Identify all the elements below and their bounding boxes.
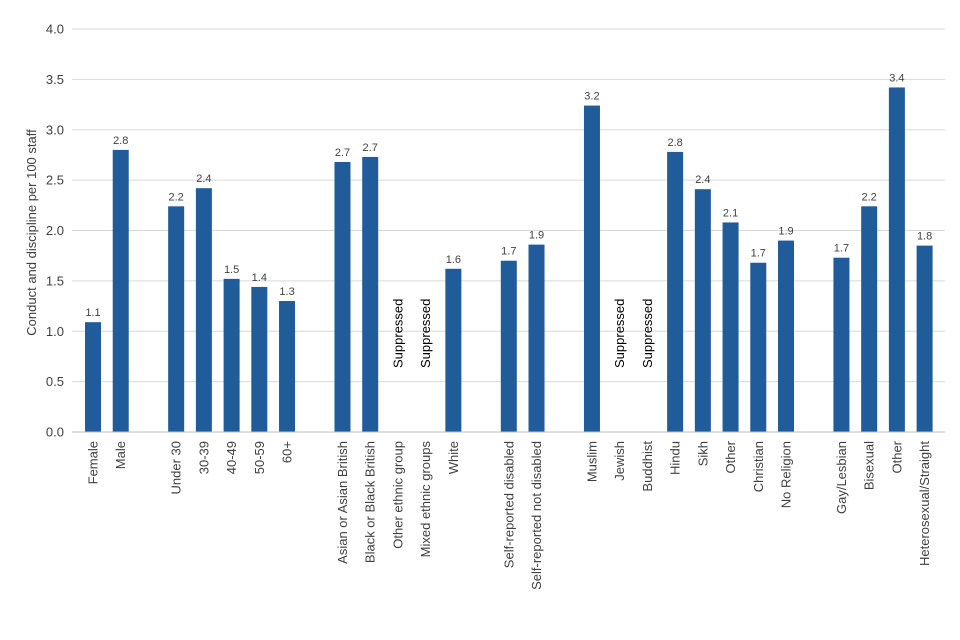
bar <box>500 260 517 432</box>
x-tick-label: Muslim <box>584 441 599 482</box>
x-tick-label: Asian or Asian British <box>335 441 350 564</box>
x-tick-label: Other ethnic group <box>390 441 405 549</box>
bar <box>223 278 240 432</box>
bar <box>861 206 878 432</box>
data-label: 1.3 <box>279 286 294 298</box>
bar <box>888 87 905 432</box>
y-tick-label: 3.0 <box>46 122 64 137</box>
x-tick-label: Self-reported disabled <box>501 441 516 568</box>
x-tick-label: Buddhist <box>640 441 655 492</box>
y-tick-label: 0.5 <box>46 374 64 389</box>
data-label: 1.6 <box>446 254 461 266</box>
y-tick-label: 3.5 <box>46 72 64 87</box>
bars <box>85 87 933 433</box>
data-label: 3.4 <box>889 72 904 84</box>
bar <box>334 161 351 433</box>
bar <box>667 151 684 433</box>
x-tick-label: 40-49 <box>224 441 239 474</box>
bar <box>916 245 933 432</box>
y-tick-label: 0.0 <box>46 425 64 440</box>
bar <box>195 188 212 432</box>
suppressed-label: Suppressed <box>612 299 627 368</box>
bar <box>778 240 794 432</box>
bar <box>362 156 379 432</box>
data-label: 1.9 <box>529 230 544 242</box>
data-label: 1.5 <box>224 264 239 276</box>
data-labels: 1.1 2.8 2.2 2.4 1.5 1.4 1.3 2.7 2.7 Suppressed Sup… <box>85 72 932 368</box>
data-label: 1.9 <box>778 226 793 238</box>
x-tick-label: Female <box>86 441 101 484</box>
data-label: 1.7 <box>501 246 516 258</box>
bar <box>583 105 600 432</box>
x-tick-label: 30-39 <box>196 441 211 474</box>
x-tick-label: Jewish <box>612 441 627 481</box>
bar <box>722 222 739 432</box>
data-label: 3.2 <box>584 91 599 103</box>
bar <box>833 257 850 432</box>
bar <box>750 262 767 432</box>
y-axis-ticks: 0.0 0.5 1.0 1.5 2.0 2.5 3.0 3.5 4.0 <box>46 22 64 440</box>
y-tick-label: 4.0 <box>46 22 64 37</box>
x-axis-ticks: Female Male Under 30 30-39 40-49 50-59 60+ Asia… <box>86 440 933 590</box>
x-tick-label: Other <box>723 440 738 473</box>
y-axis-label: Conduct and discipline per 100 staff <box>24 129 39 336</box>
bar <box>112 149 129 432</box>
data-label: 1.1 <box>85 307 100 319</box>
suppressed-label: Suppressed <box>418 299 433 368</box>
data-label: 2.8 <box>113 135 128 147</box>
data-label: 2.1 <box>723 207 738 219</box>
x-tick-label: Heterosexual/Straight <box>917 441 932 566</box>
bar <box>445 268 462 432</box>
data-label: 2.4 <box>695 174 710 186</box>
bar <box>528 244 545 432</box>
x-tick-label: Gay/Lesbian <box>834 441 849 514</box>
data-label: 1.7 <box>834 243 849 255</box>
data-label: 2.2 <box>862 191 877 203</box>
y-tick-label: 1.0 <box>46 324 64 339</box>
data-label: 2.7 <box>335 147 350 159</box>
data-label: 2.7 <box>363 142 378 154</box>
x-tick-label: Other <box>889 440 904 473</box>
x-tick-label: Sikh <box>695 441 710 466</box>
x-tick-label: Mixed ethnic groups <box>418 441 433 558</box>
bar <box>279 301 296 432</box>
suppressed-label: Suppressed <box>640 299 655 368</box>
x-tick-label: 60+ <box>280 441 295 463</box>
x-tick-label: Male <box>113 441 128 469</box>
x-tick-label: No Religion <box>779 441 794 508</box>
x-tick-label: Bisexual <box>862 441 877 490</box>
data-label: 2.2 <box>169 191 184 203</box>
bar <box>85 322 101 432</box>
y-tick-label: 2.5 <box>46 173 64 188</box>
data-label: 1.7 <box>751 248 766 260</box>
x-tick-label: White <box>446 441 461 474</box>
x-tick-label: Hindu <box>668 441 683 475</box>
bar <box>251 286 268 432</box>
x-tick-label: Under 30 <box>169 441 184 494</box>
x-tick-label: Black or Black British <box>363 441 378 563</box>
suppressed-label: Suppressed <box>390 299 405 368</box>
data-label: 2.4 <box>196 173 211 185</box>
bar <box>694 189 711 432</box>
x-tick-label: Christian <box>751 441 766 492</box>
y-tick-label: 2.0 <box>46 223 64 238</box>
data-label: 1.4 <box>252 272 267 284</box>
bar <box>168 206 185 432</box>
data-label: 2.8 <box>667 137 682 149</box>
data-label: 1.8 <box>917 231 932 243</box>
x-tick-label: Self-reported not disabled <box>529 441 544 590</box>
y-tick-label: 1.5 <box>46 273 64 288</box>
x-tick-label: 50-59 <box>252 441 267 474</box>
